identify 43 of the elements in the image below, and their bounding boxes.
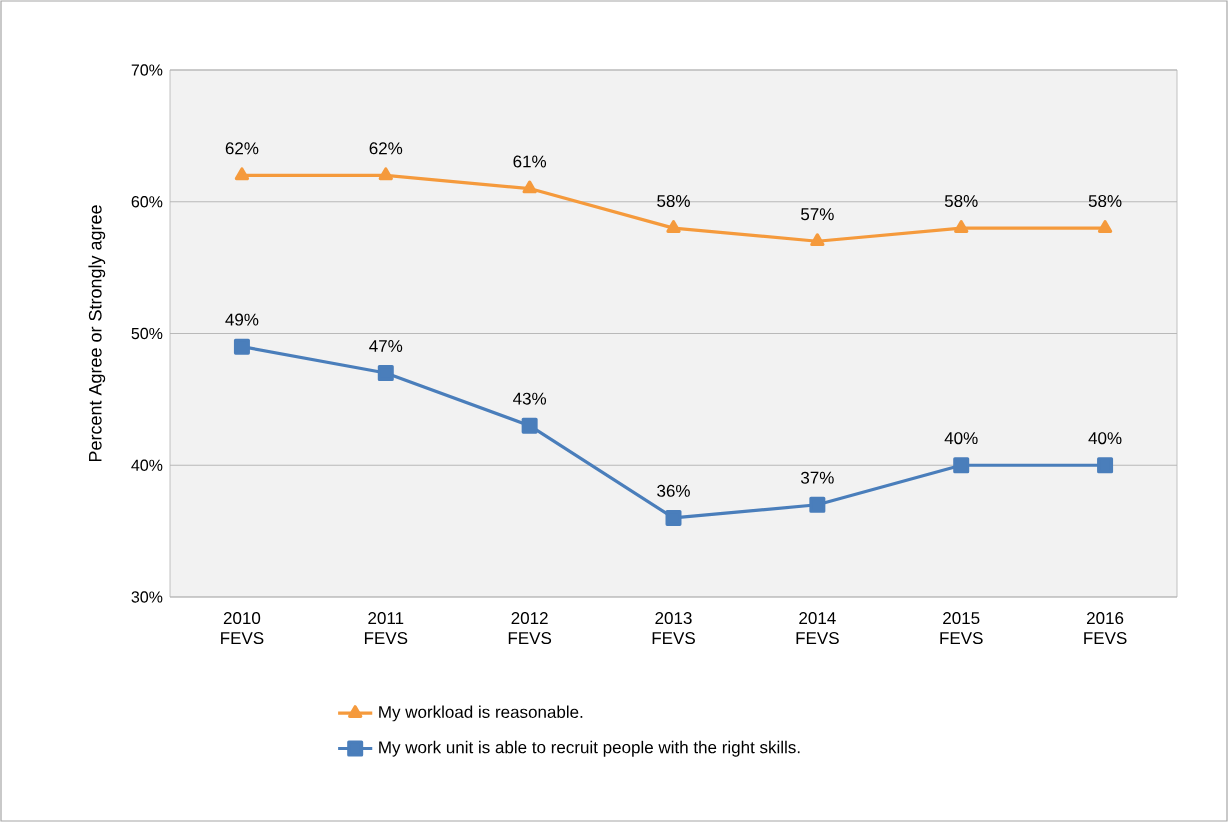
point [953,457,970,474]
y-tick-label: 70% [131,64,163,76]
point [810,233,825,247]
data-label: 36% [657,484,690,497]
x-tick-label: 2015 FEVS [940,612,983,645]
data-label: 43% [513,392,547,405]
x-tick-label: 2013 FEVS [652,612,695,645]
point [954,220,969,233]
y-tick-label: 30% [131,591,163,603]
data-label: 37% [801,471,834,484]
x-tick-label: 2010 FEVS [221,612,264,645]
data-label: 47% [369,340,403,352]
data-label: 62% [369,142,403,155]
x-tick-label: 2016 FEVS [1084,612,1127,645]
legend-label: My workload is reasonable. [379,705,583,722]
point [233,338,250,355]
point [666,220,681,233]
point [1097,220,1113,233]
data-label: 58% [657,195,690,208]
data-label: 57% [801,208,834,221]
point [377,365,394,382]
point [1097,457,1114,474]
data-label: 61% [513,155,547,168]
x-tick-label: 2011 FEVS [364,612,408,645]
point [234,167,250,181]
y-tick-label: 50% [131,327,163,340]
data-label: 40% [1088,432,1122,445]
data-label: 49% [225,313,259,326]
point [809,496,826,513]
point [665,509,682,526]
y-tick-label: 60% [131,196,163,208]
data-label: 58% [944,195,978,208]
y-axis-title: Percent Agree or Strongly agree [88,205,106,462]
data-label: 62% [225,142,259,155]
data-label: 40% [944,432,978,445]
y-tick-label: 40% [131,459,163,471]
point [522,180,537,194]
x-tick-label: 2014 FEVS [796,612,839,645]
x-tick-label: 2012 FEVS [508,612,552,645]
point [378,167,393,181]
legend-label: My work unit is able to recruit people with the right skills. [379,740,800,757]
data-label: 58% [1088,195,1122,208]
point [521,417,538,434]
